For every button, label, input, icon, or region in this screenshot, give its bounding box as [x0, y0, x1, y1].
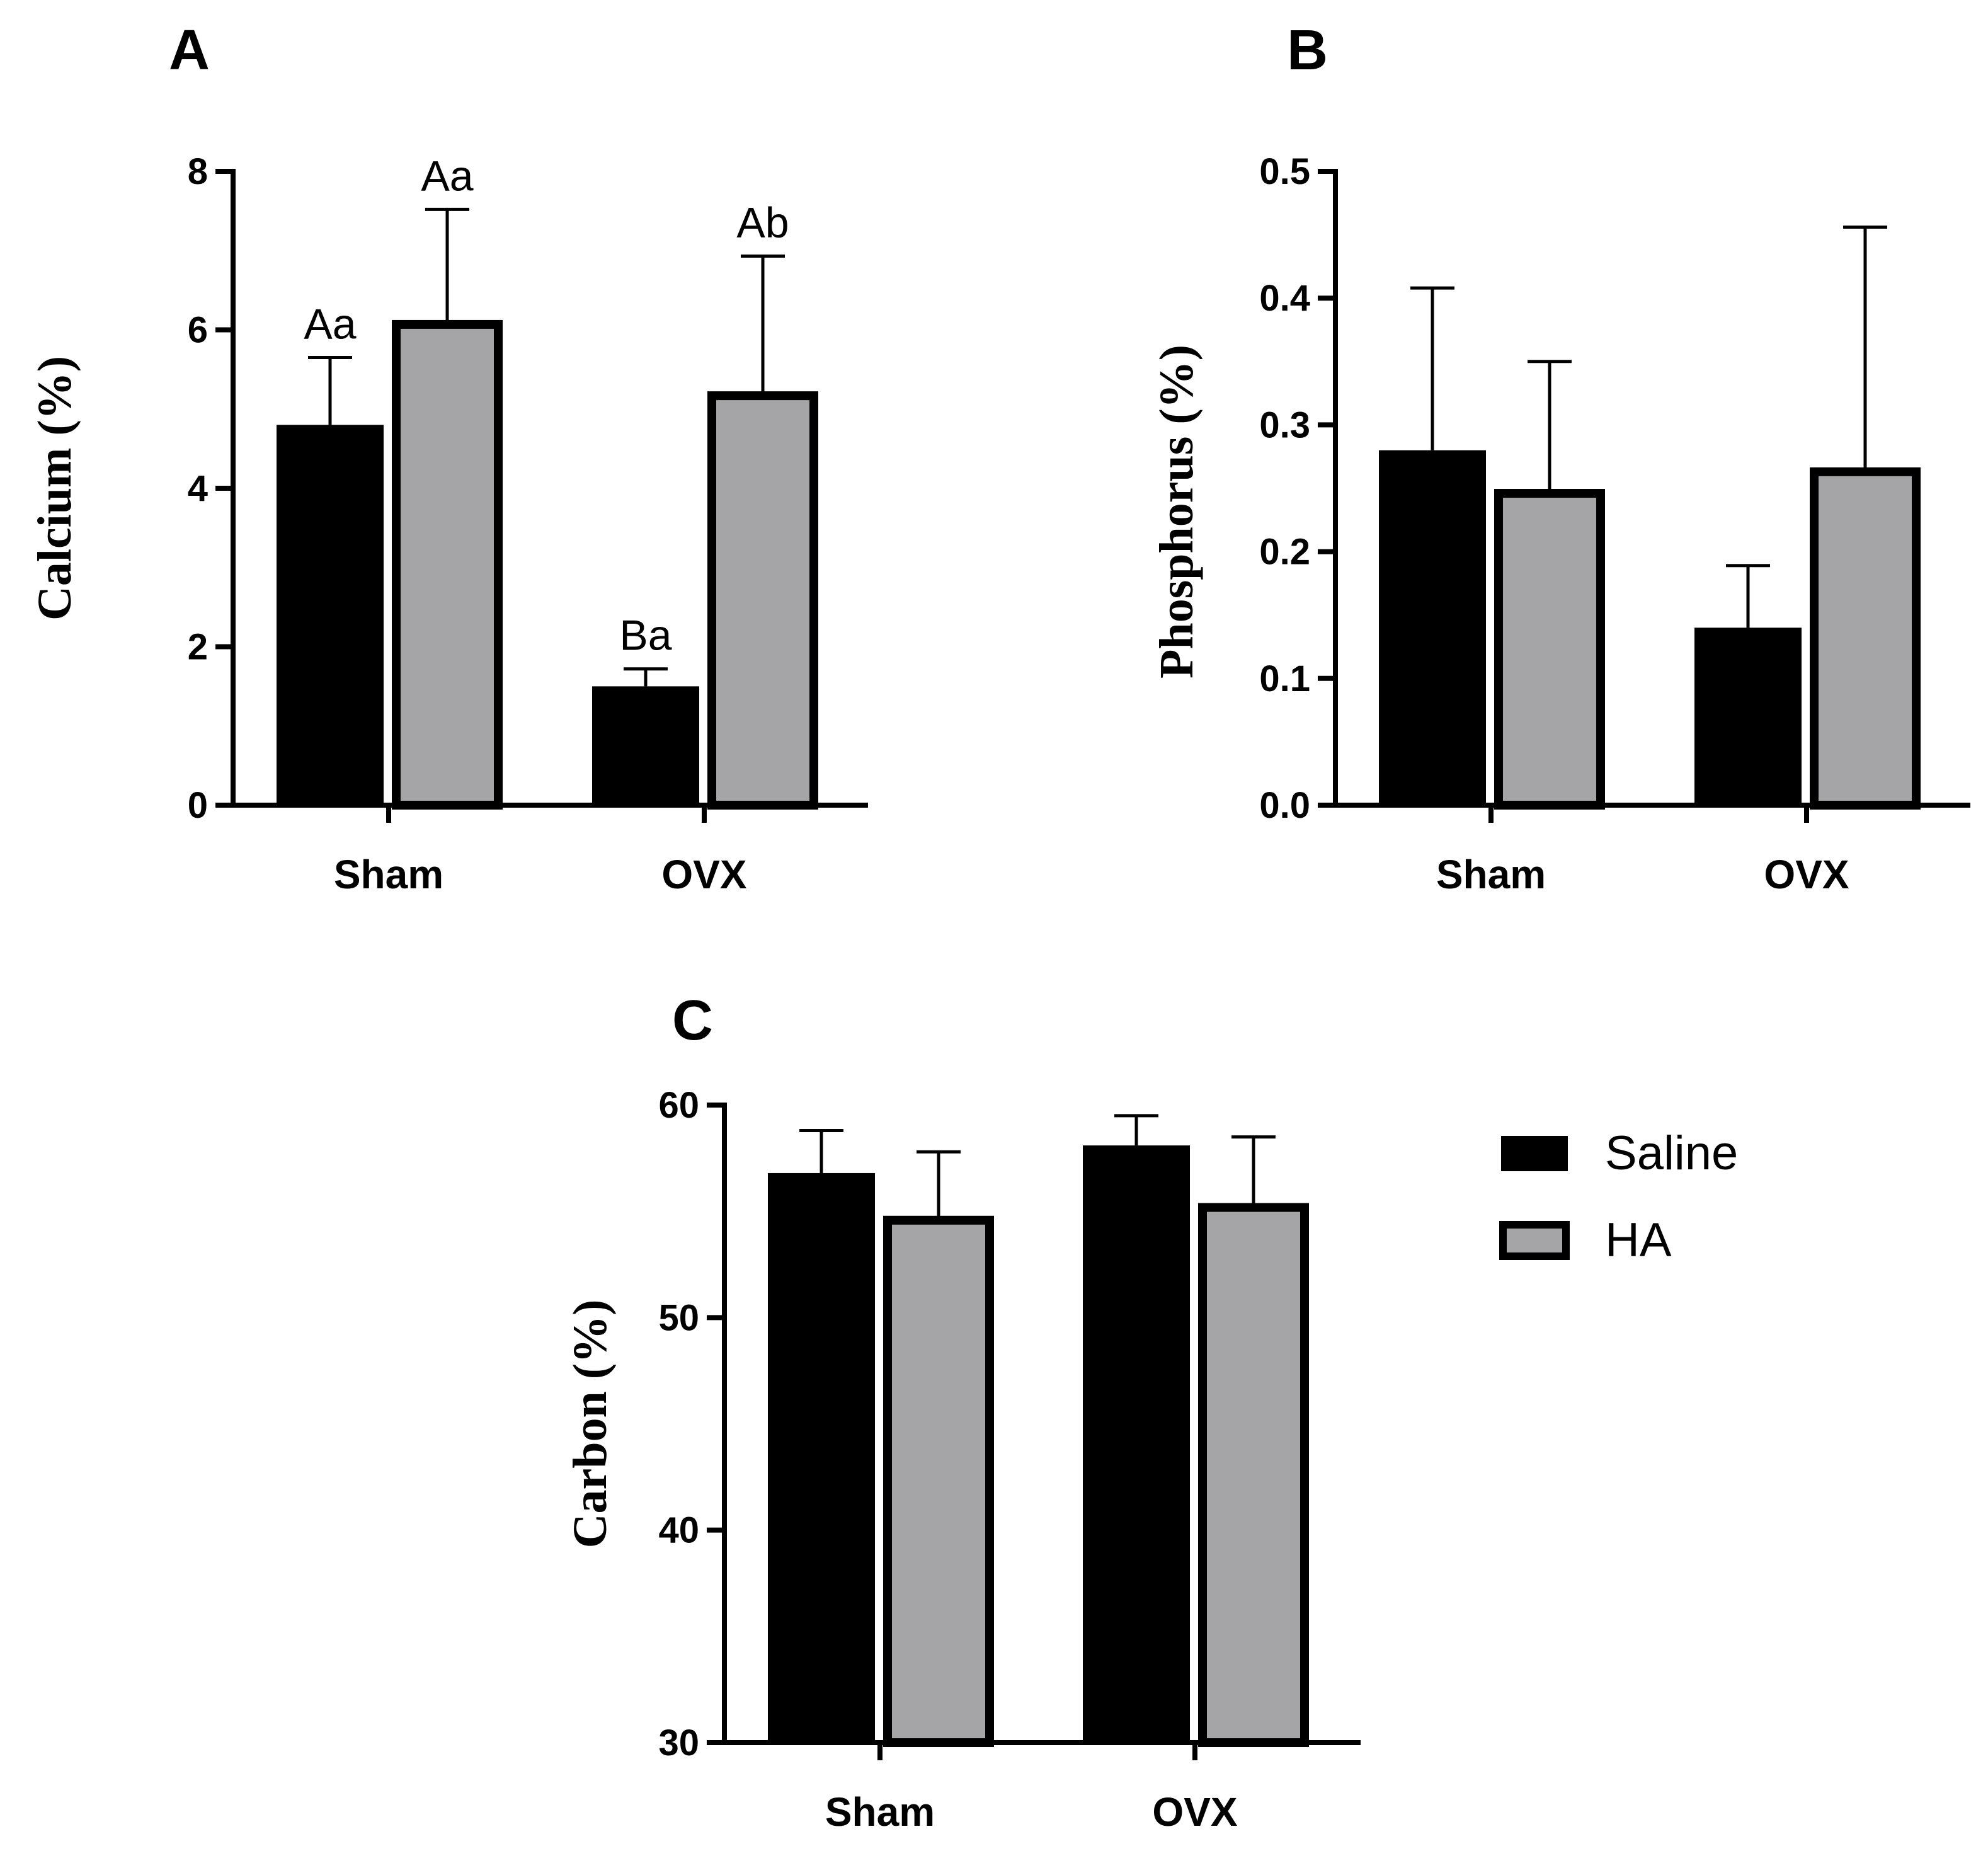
significance-label: Ab [736, 199, 789, 247]
y-axis-title: Calcium (%) [28, 356, 81, 621]
y-tick-label: 0.2 [1259, 532, 1310, 573]
significance-label: Ba [619, 612, 671, 660]
legend-swatch-saline [1501, 1136, 1568, 1171]
significance-label: Aa [304, 301, 356, 348]
x-category-label: Sham [825, 1789, 935, 1835]
y-tick-label: 0.1 [1259, 658, 1310, 699]
chart-panel-b: B Phosphorus (%) 0.0 0.1 0.2 0.3 0.4 0.5 Sham OVX [1150, 19, 1970, 897]
y-tick-label: 4 [188, 468, 208, 509]
y-tick-label: 0.5 [1259, 151, 1310, 192]
bar-saline-ovx [1083, 1145, 1190, 1746]
y-tick-label: 0.4 [1259, 278, 1310, 319]
y-tick-label: 30 [658, 1722, 699, 1763]
bar-ha-ovx [1198, 1203, 1309, 1747]
chart-panel-a: A Calcium (%) 0 2 4 6 8 Sham OVX Aa Ba Aa Ab [28, 19, 868, 897]
bar-ha-ovx [707, 391, 818, 810]
panel-letter: C [672, 989, 713, 1052]
chart-panel-c: C Carbon (%) 30 40 50 60 Sham OVX [564, 989, 1361, 1835]
y-tick-label: 40 [658, 1510, 699, 1551]
bar-ha-sham [392, 319, 503, 810]
y-tick-label: 50 [658, 1297, 699, 1338]
bar-saline-sham [768, 1172, 875, 1745]
significance-label: Aa [421, 152, 473, 200]
legend-swatch-ha [1499, 1221, 1570, 1260]
y-tick-label: 0.0 [1259, 785, 1310, 826]
bar-ha-sham [1494, 489, 1605, 810]
x-category-label: OVX [1152, 1789, 1237, 1835]
y-tick-label: 2 [188, 627, 208, 668]
bar-saline-sham [277, 425, 384, 808]
bar-saline-ovx [592, 686, 699, 808]
y-tick-label: 0.3 [1259, 404, 1310, 445]
panel-letter: A [169, 19, 210, 82]
y-axis-title: Carbon (%) [564, 1300, 617, 1549]
bar-ha-ovx [1810, 467, 1921, 810]
x-category-label: OVX [1764, 852, 1849, 897]
x-category-label: Sham [334, 852, 443, 897]
y-tick-label: 60 [658, 1085, 699, 1126]
x-category-label: Sham [1436, 852, 1546, 897]
legend-label: HA [1605, 1213, 1672, 1267]
y-tick-label: 8 [188, 151, 208, 192]
bar-ha-sham [883, 1215, 994, 1747]
x-category-label: OVX [661, 852, 746, 897]
legend-label: Saline [1605, 1126, 1738, 1180]
y-axis-title: Phosphorus (%) [1150, 345, 1203, 679]
bar-saline-ovx [1694, 628, 1802, 808]
legend: Saline HA [1499, 1126, 1738, 1267]
panel-letter: B [1287, 19, 1328, 82]
y-tick-label: 6 [188, 310, 208, 351]
bar-saline-sham [1379, 450, 1486, 808]
y-tick-label: 0 [188, 785, 208, 826]
